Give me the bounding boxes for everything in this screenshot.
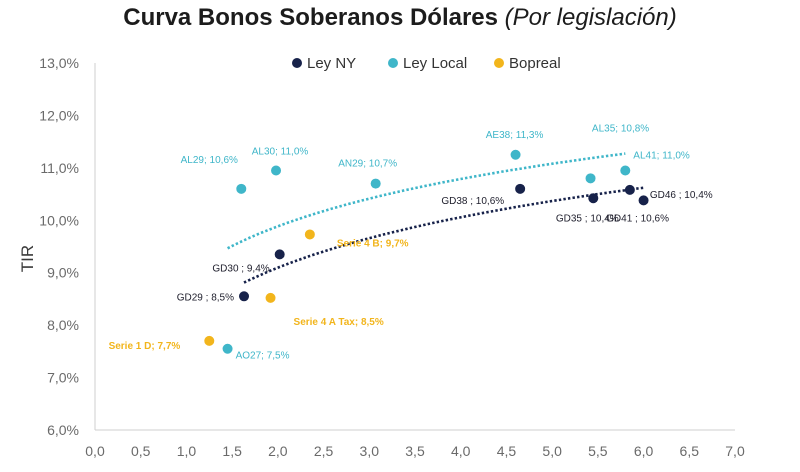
x-tick-label: 0,5 [131, 443, 151, 459]
data-label: AE38; 11,3% [486, 130, 544, 141]
data-point [239, 291, 250, 302]
chart-title: Curva Bonos Soberanos Dólares (Por legis… [0, 4, 800, 32]
data-point [304, 229, 315, 240]
axes: 0,0 0,5 1,0 1,5 2,0 2,5 3,0 3,5 4,0 4,5 5,0 5,5 6,0 6… [18, 55, 745, 459]
x-tick-label: 6,5 [680, 443, 700, 459]
data-point [624, 184, 635, 195]
data-label: Serie 4 B; 9,7% [337, 238, 409, 249]
x-tick-label: 0,0 [85, 443, 105, 459]
x-tick-label: 4,5 [497, 443, 517, 459]
legend-marker [292, 58, 302, 68]
x-tick-label: 3,0 [360, 443, 380, 459]
trendlines [227, 152, 644, 284]
x-tick-label: 1,0 [177, 443, 197, 459]
data-label: GD30 ; 9,4% [212, 263, 269, 274]
data-point [638, 195, 649, 206]
legend: Ley NY Ley Local Bopreal [292, 55, 561, 72]
data-points [204, 149, 649, 354]
x-tick-label: 2,0 [268, 443, 288, 459]
data-label: GD46 ; 10,4% [650, 190, 713, 201]
x-tick-label: 1,5 [222, 443, 242, 459]
data-label: GD38 ; 10,6% [441, 196, 504, 207]
data-point [585, 173, 596, 184]
data-point [271, 165, 282, 176]
data-label: GD35 ; 10,4% [556, 213, 619, 224]
data-label: AO27; 7,5% [236, 351, 290, 362]
data-point [274, 249, 285, 260]
data-label: AL35; 10,8% [592, 123, 649, 134]
legend-marker [388, 58, 398, 68]
x-tick-label: 5,5 [588, 443, 608, 459]
data-label: AL30; 11,0% [252, 146, 309, 157]
x-tick-label: 2,5 [314, 443, 334, 459]
data-point [370, 178, 381, 189]
data-point [620, 165, 631, 176]
data-label: AN29; 10,7% [338, 159, 397, 170]
chart-subtitle: (Por legislación) [504, 4, 677, 31]
legend-marker [494, 58, 504, 68]
y-tick-label: 6,0% [47, 422, 79, 438]
trendline-ley-local [227, 152, 626, 250]
data-label: Serie 4 A Tax; 8,5% [294, 317, 384, 328]
data-point [265, 292, 276, 303]
y-tick-label: 11,0% [40, 160, 79, 176]
y-tick-label: 9,0% [47, 265, 79, 281]
x-tick-label: 3,5 [405, 443, 425, 459]
y-tick-label: 13,0% [39, 55, 79, 71]
y-tick-label: 8,0% [47, 317, 79, 333]
data-labels: GD29 ; 8,5% GD30 ; 9,4% GD38 ; 10,6% GD35 ;… [109, 123, 713, 361]
data-point [588, 193, 599, 204]
x-tick-label: 5,0 [542, 443, 562, 459]
legend-label: Ley Local [403, 55, 467, 72]
y-tick-label: 10,0% [39, 212, 79, 228]
data-label: AL29; 10,6% [181, 155, 238, 166]
legend-label: Ley NY [307, 55, 356, 72]
data-label: GD41 ; 10,6% [606, 213, 669, 224]
y-tick-label: 12,0% [39, 107, 79, 123]
data-label: Serie 1 D; 7,7% [109, 341, 181, 352]
x-tick-label: 7,0 [725, 443, 745, 459]
chart-title-main: Curva Bonos Soberanos Dólares [123, 4, 498, 31]
data-label: GD29 ; 8,5% [177, 292, 234, 303]
legend-label: Bopreal [509, 55, 561, 72]
data-point [222, 343, 233, 354]
data-point [510, 149, 521, 160]
y-axis-label: TIR [18, 245, 37, 272]
x-tick-label: 6,0 [634, 443, 654, 459]
x-tick-label: 4,0 [451, 443, 471, 459]
data-point [515, 183, 526, 194]
data-point [204, 335, 215, 346]
data-label: AL41; 11,0% [633, 150, 690, 161]
y-tick-label: 7,0% [47, 370, 79, 386]
data-point [236, 183, 247, 194]
